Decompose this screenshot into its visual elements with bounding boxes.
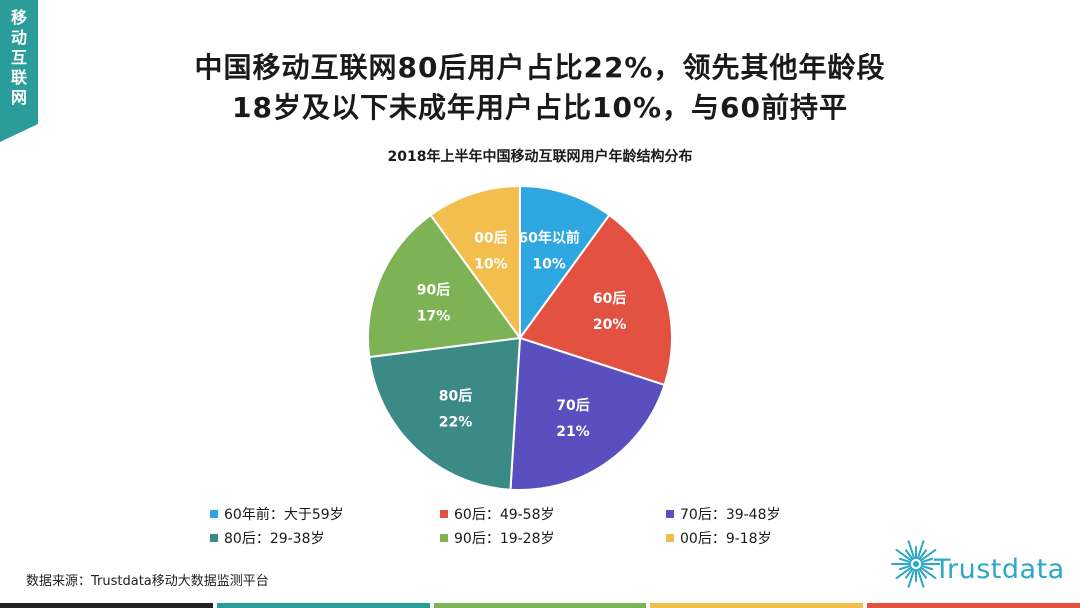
headline-line-2: 18岁及以下未成年用户占比10%，与60前持平 [232,91,848,124]
legend-item-2: 70后：39-48岁 [666,504,781,524]
legend-swatch-1 [440,510,448,518]
pie-slice-1 [518,213,673,387]
legend-swatch-2 [666,510,674,518]
slice-label-1: 60后 [593,290,626,307]
headline-line-1: 中国移动互联网80后用户占比22%，领先其他年龄段 [194,51,886,84]
legend-swatch-5 [666,534,674,542]
legend-swatch-0 [210,510,218,518]
slice-value-0: 10% [532,256,566,272]
pie-slice-2 [509,336,666,491]
footer-color-bars [0,603,1080,608]
legend-item-5: 00后：9-18岁 [666,528,772,548]
legend-item-4: 90后：19-28岁 [440,528,555,548]
burst-logo-icon [891,540,941,588]
data-source: 数据来源：Trustdata移动大数据监测平台 [26,574,269,589]
legend-item-0: 60年前：大于59岁 [210,504,344,524]
logo-text: Trustdata [934,554,1065,585]
slice-value-5: 10% [474,256,508,272]
footer-bar-1 [216,603,430,608]
legend-swatch-4 [440,534,448,542]
slice-value-2: 21% [556,424,590,440]
legend-label-1: 60后：49-58岁 [454,507,555,523]
legend-item-1: 60后：49-58岁 [440,504,555,524]
pie-slice-3 [368,336,522,491]
slice-label-4: 90后 [417,282,450,299]
slice-value-1: 20% [593,317,627,333]
slice-value-4: 17% [417,309,451,325]
legend-swatch-3 [210,534,218,542]
pie-chart: 60年以前 10% 60后 20% 70后 21% 80后 22% 90后 17% 00后 10% [367,184,673,491]
pie-slice-0 [519,184,611,342]
footer-bar-4 [867,603,1080,608]
legend-label-2: 70后：39-48岁 [680,507,781,523]
chart-legend: 60年前：大于59岁 60后：49-58岁 70后：39-48岁 80后：29-38岁… [210,504,850,554]
slice-label-3: 80后 [439,388,472,405]
legend-label-3: 80后：29-38岁 [224,531,325,547]
side-tab-label: 移 动 互 联 网 [10,8,27,107]
legend-label-4: 90后：19-28岁 [454,531,555,547]
legend-item-3: 80后：29-38岁 [210,528,325,548]
pie-slice-5 [429,184,521,342]
slice-label-2: 70后 [556,397,589,414]
side-tab: 移 动 互 联 网 [0,0,38,142]
chart-title: 2018年上半年中国移动互联网用户年龄结构分布 [387,149,693,165]
footer-bar-0 [0,603,213,608]
pie-slice-4 [367,213,522,359]
footer-bar-3 [650,603,864,608]
slice-label-5: 00后 [474,229,507,246]
slice-value-3: 22% [439,415,473,431]
footer-bar-2 [433,603,647,608]
legend-label-0: 60年前：大于59岁 [224,507,344,523]
legend-label-5: 00后：9-18岁 [680,531,772,547]
slice-label-0: 60年以前 [518,229,579,246]
trustdata-logo: Trustdata [890,536,1070,592]
